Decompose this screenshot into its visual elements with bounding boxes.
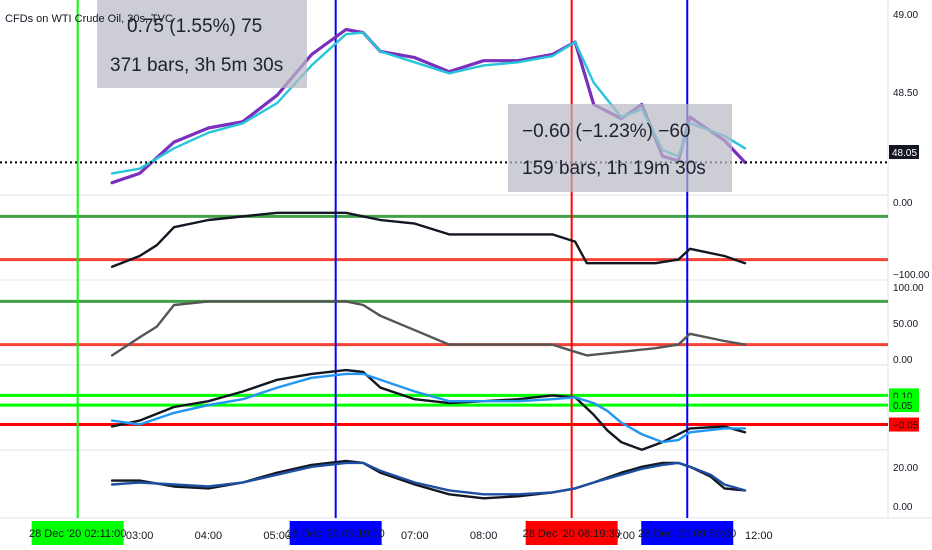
macd-level-badge — [889, 398, 919, 413]
time-marker-label: 28 Dec '20 02:11:00 — [29, 528, 126, 540]
time-axis[interactable]: 03:0004:0005:0006:0007:0008:0009:0010:00… — [29, 521, 773, 545]
macd-axis-tick: 0.05 — [893, 401, 913, 412]
time-marker-badge[interactable] — [641, 521, 734, 545]
measure-box-1-duration: 371 bars, 3h 5m 30s — [110, 55, 283, 76]
price-axis-tick: 48.50 — [893, 88, 918, 99]
macd-level-badge — [889, 417, 919, 432]
oscillator-2-axis-tick: 100.00 — [893, 283, 924, 294]
measure-box-1-change: 0.75 (1.55%) 75 — [127, 16, 262, 37]
price-axis-tick: 49.00 — [893, 10, 918, 21]
price-label-text: 48.05 — [892, 148, 917, 159]
measure-box-2-change: −0.60 (−1.23%) −60 — [522, 121, 691, 142]
oscillator-2-series-0 — [110, 300, 747, 357]
time-tick: 07:00 — [401, 530, 429, 542]
marker-vertical-lines[interactable] — [76, 0, 689, 518]
time-marker-label: 28 Dec '20 08:19:30 — [523, 528, 621, 540]
lower-series-1 — [110, 461, 747, 496]
macd-axis-tick: −0.05 — [893, 421, 919, 432]
lower-axis-tick: 20.00 — [893, 463, 918, 474]
oscillator-2-axis-tick: 0.00 — [893, 355, 913, 366]
macd-axis-tick: 0.10 — [893, 391, 913, 402]
symbol-title: CFDs on WTI Crude Oil, 30s, TVC — [5, 13, 173, 25]
series-lines — [110, 27, 747, 500]
macd-series-1 — [110, 372, 747, 444]
time-marker-label: 28 Dec '20 09:50:00 — [638, 528, 736, 540]
time-marker-badge[interactable] — [289, 521, 382, 545]
price-axis[interactable]: 49.00 48.50 0.00 −100.00 100.00 50.00 0.00 0.10… — [889, 10, 930, 513]
time-tick: 12:00 — [745, 530, 773, 542]
oscillator-1-series-0 — [110, 211, 747, 268]
indicator-levels — [0, 214, 888, 427]
oscillator-1-axis-tick: −100.00 — [893, 270, 930, 281]
measure-box-1[interactable]: 0.75 (1.55%) 75 371 bars, 3h 5m 30s — [97, 0, 307, 88]
measure-box-2[interactable]: −0.60 (−1.23%) −60 159 bars, 1h 19m 30s — [508, 104, 732, 192]
time-marker-badge[interactable] — [525, 521, 618, 545]
time-tick: 04:00 — [195, 530, 223, 542]
time-tick: 08:00 — [470, 530, 498, 542]
oscillator-1-axis-tick: 0.00 — [893, 198, 913, 209]
time-marker-badge[interactable] — [31, 521, 124, 545]
price-label-badge — [889, 145, 919, 159]
measure-box-2-duration: 159 bars, 1h 19m 30s — [522, 158, 706, 179]
lower-axis-tick: 0.00 — [893, 502, 913, 513]
oscillator-2-axis-tick: 50.00 — [893, 319, 918, 330]
time-marker-label: 28 Dec '20 05:19:00 — [287, 528, 385, 540]
time-tick: 03:00 — [126, 530, 154, 542]
time-tick: 05:00 — [263, 530, 291, 542]
